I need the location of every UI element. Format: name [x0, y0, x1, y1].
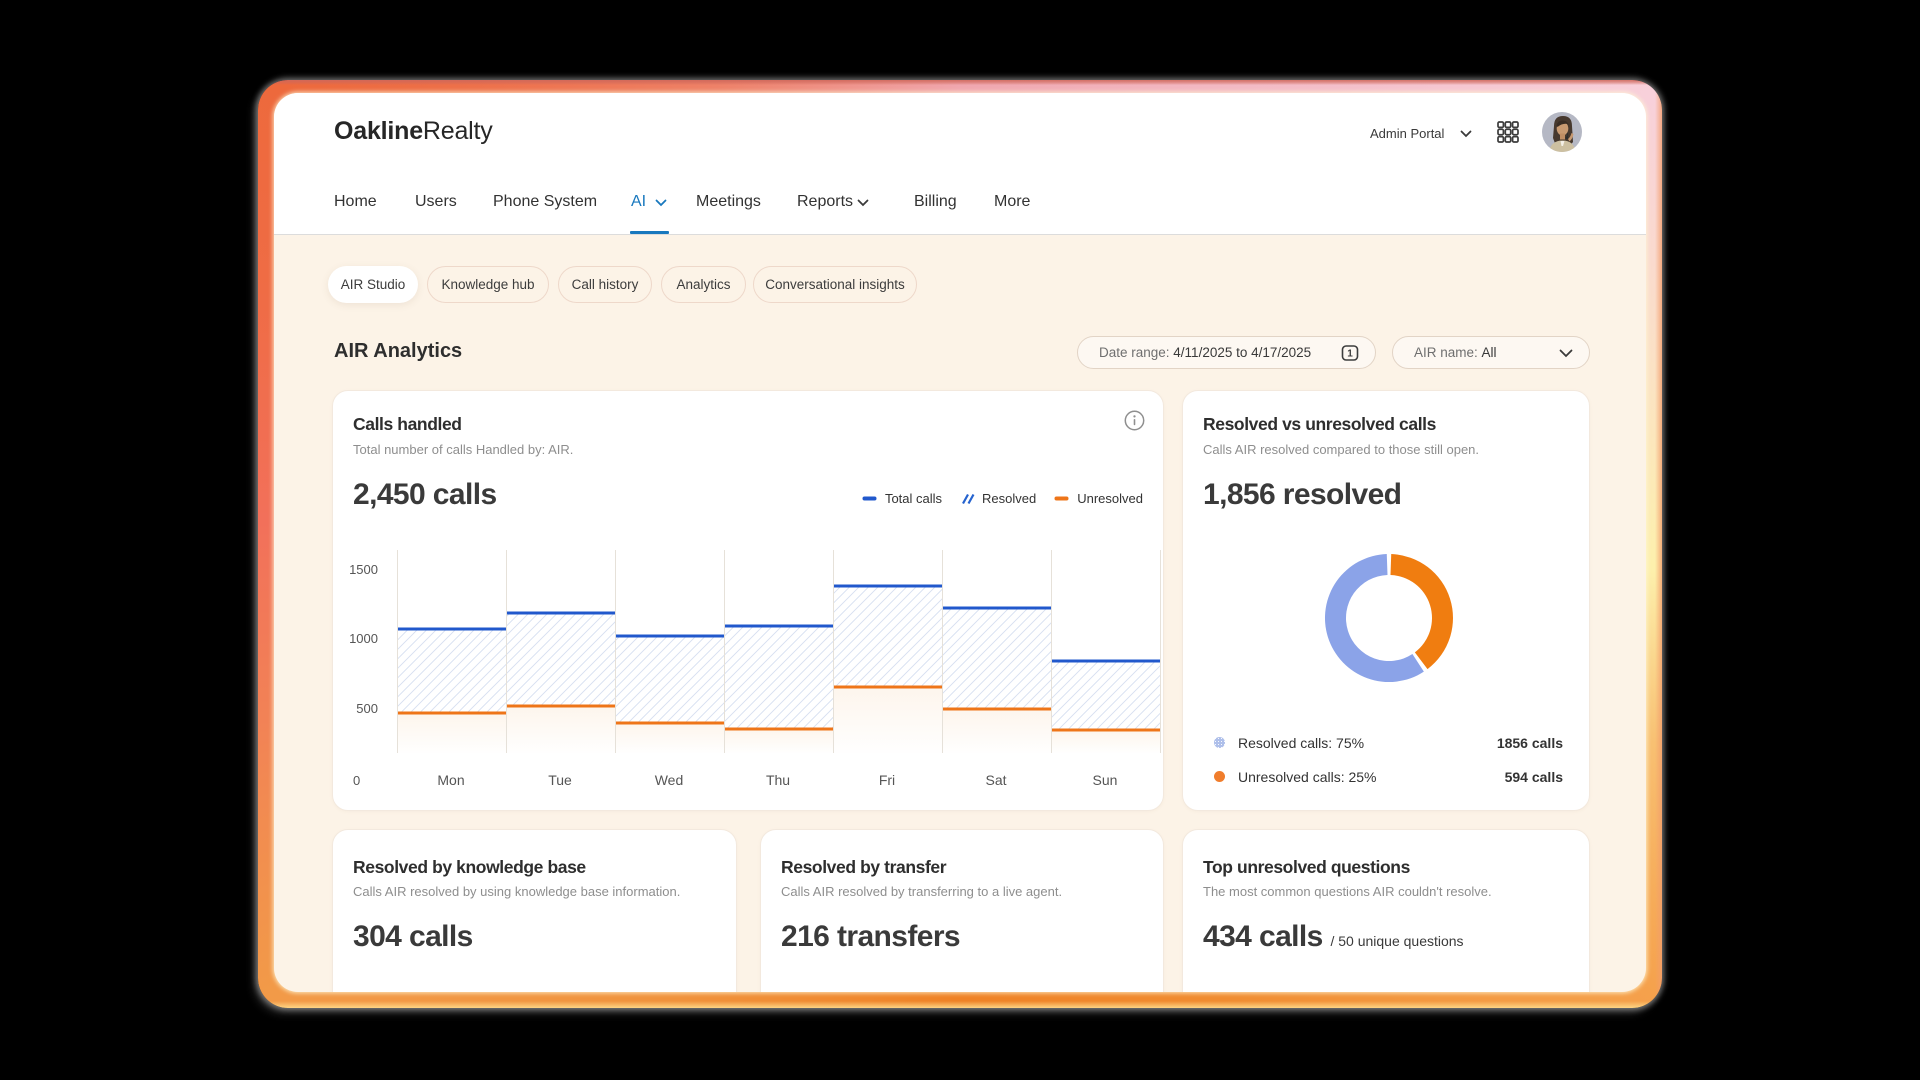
svg-text:Fri: Fri — [879, 772, 895, 788]
svg-text:1000: 1000 — [349, 631, 378, 646]
svg-text:1500: 1500 — [349, 562, 378, 577]
svg-text:Mon: Mon — [437, 772, 464, 788]
svg-text:1: 1 — [1347, 349, 1353, 360]
svg-text:500: 500 — [356, 701, 378, 716]
svg-text:Sat: Sat — [985, 772, 1006, 788]
svg-text:Sun: Sun — [1093, 772, 1118, 788]
svg-text:0: 0 — [353, 773, 360, 788]
svg-text:Wed: Wed — [655, 772, 684, 788]
svg-text:Tue: Tue — [548, 772, 572, 788]
svg-text:Thu: Thu — [766, 772, 790, 788]
